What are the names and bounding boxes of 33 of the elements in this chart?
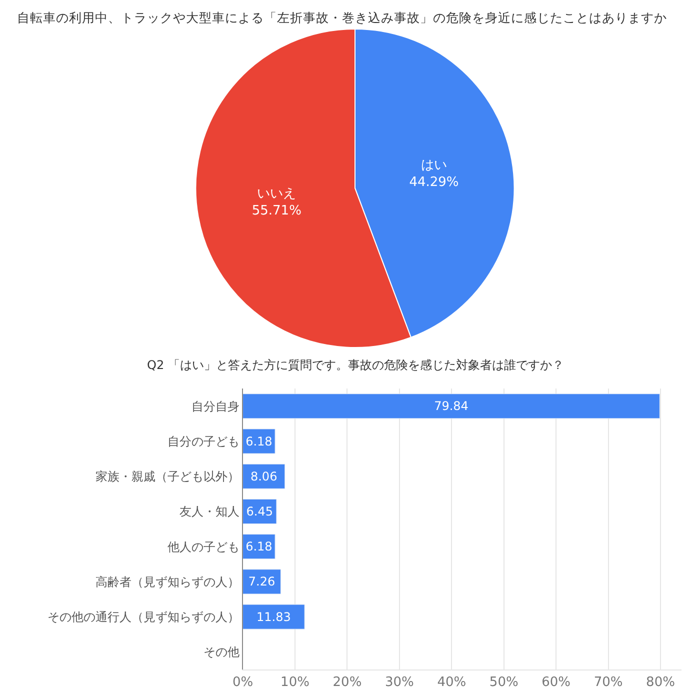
x-tick-label: 50%: [489, 675, 518, 690]
x-tick-label: 70%: [594, 675, 623, 690]
x-tick-label: 10%: [280, 675, 310, 690]
data-label: 6.45: [246, 504, 273, 518]
x-tick-label: 40%: [437, 675, 466, 690]
data-label: 79.84: [434, 399, 468, 414]
y-tick-label: 友人・知人: [179, 504, 240, 519]
y-tick-label: その他の通行人（見ず知らずの人）: [47, 610, 240, 624]
slice-label: はい: [420, 158, 447, 173]
chart-title: 自転車の利用中、トラックや大型車による「左折事故・巻き込み事故」の危険を身近に感じたことはありますか: [17, 10, 667, 25]
data-label: 44.29%: [409, 174, 459, 190]
y-tick-label: 家族・親戚（子ども以外）: [95, 470, 240, 484]
data-label: 6.18: [246, 540, 272, 554]
chart-title: Q2 「はい」と答えた方に質問です。事故の危険を感じた対象者は誰ですか？: [147, 358, 564, 372]
x-tick-label: 30%: [384, 675, 414, 690]
x-tick-label: 80%: [646, 675, 675, 690]
bar: [242, 394, 660, 419]
y-tick-label: 高齢者（見ず知らずの人）: [95, 574, 240, 589]
y-tick-label: 他人の子ども: [167, 540, 240, 554]
bar: [242, 569, 281, 594]
y-tick-label: 自分自身: [191, 399, 240, 414]
y-tick-label: その他: [203, 645, 240, 660]
slice-label: いいえ: [257, 186, 296, 202]
bar: [242, 604, 305, 630]
y-tick-label: 自分の子ども: [167, 434, 240, 448]
data-label: 6.18: [246, 434, 272, 448]
x-tick-label: 20%: [332, 675, 362, 690]
data-label: 7.26: [248, 574, 276, 589]
data-label: 55.71%: [252, 203, 302, 218]
data-label: 8.06: [250, 469, 278, 484]
x-tick-label: 60%: [542, 675, 571, 690]
x-tick-label: 0%: [232, 675, 254, 690]
data-label: 11.83: [256, 610, 291, 624]
